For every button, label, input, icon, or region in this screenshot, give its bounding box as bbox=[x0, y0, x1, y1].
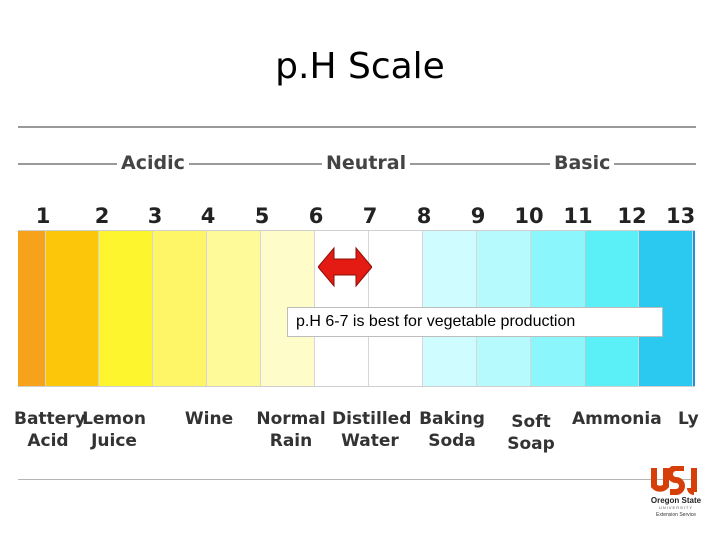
substance-line: Ammonia bbox=[572, 409, 662, 429]
logo-text-university: UNIVERSITY bbox=[658, 505, 693, 510]
substance-distilled-water: Distilled Water bbox=[332, 408, 412, 452]
ph-segment-14 bbox=[693, 231, 695, 386]
ph-segment-2 bbox=[46, 231, 99, 386]
substance-line: Baking bbox=[419, 409, 485, 429]
substance-line: Juice bbox=[91, 431, 137, 451]
substance-lemon-juice: Lemon Juice bbox=[82, 408, 146, 452]
scale-number-12: 12 bbox=[617, 204, 647, 228]
substance-baking-soda: Baking Soda bbox=[418, 408, 486, 452]
scale-number-7: 7 bbox=[362, 204, 378, 228]
scale-number-8: 8 bbox=[416, 204, 432, 228]
substance-lye: Ly bbox=[678, 408, 708, 430]
scale-number-5: 5 bbox=[254, 204, 270, 228]
substance-line: Water bbox=[341, 431, 399, 451]
scale-number-3: 3 bbox=[147, 204, 163, 228]
ph-segment-5 bbox=[207, 231, 261, 386]
substance-line: Normal bbox=[256, 409, 326, 429]
scale-number-11: 11 bbox=[563, 204, 593, 228]
ph-segment-1 bbox=[18, 231, 46, 386]
zone-label-neutral: Neutral bbox=[322, 152, 411, 174]
substance-soft-soap: Soft Soap bbox=[503, 411, 559, 455]
scale-number-1: 1 bbox=[35, 204, 51, 228]
logo-text-extension: Extension Service bbox=[655, 512, 697, 518]
scale-number-2: 2 bbox=[94, 204, 110, 228]
scale-number-6: 6 bbox=[308, 204, 324, 228]
substance-ammonia: Ammonia bbox=[572, 408, 662, 430]
top-divider bbox=[18, 126, 696, 128]
substance-line: Soap bbox=[507, 434, 555, 454]
substance-line: Soft bbox=[511, 412, 551, 432]
bottom-divider bbox=[18, 479, 696, 480]
callout-box: p.H 6-7 is best for vegetable production bbox=[287, 307, 663, 337]
zone-label-basic: Basic bbox=[550, 152, 615, 174]
substance-line: Distilled bbox=[332, 409, 412, 429]
substance-line: Ly bbox=[678, 409, 699, 429]
substance-wine: Wine bbox=[180, 408, 238, 430]
ph-segment-3 bbox=[99, 231, 153, 386]
scale-number-9: 9 bbox=[470, 204, 486, 228]
scale-number-13: 13 bbox=[666, 204, 696, 228]
logo-text-oregon-state: Oregon State bbox=[650, 496, 702, 505]
substance-line: Battery bbox=[14, 409, 86, 429]
substance-line: Acid bbox=[27, 431, 69, 451]
university-logo: Oregon State UNIVERSITY Extension Servic… bbox=[648, 466, 704, 532]
zone-label-acidic: Acidic bbox=[117, 152, 189, 174]
substance-battery-acid: Battery Acid bbox=[14, 408, 86, 452]
substance-line: Wine bbox=[184, 409, 234, 429]
substance-line: Rain bbox=[269, 431, 313, 451]
page-title: p.H Scale bbox=[275, 46, 445, 87]
substance-normal-rain: Normal Rain bbox=[256, 408, 326, 452]
osu-logo-icon bbox=[651, 466, 697, 495]
ph-segment-4 bbox=[153, 231, 207, 386]
scale-number-4: 4 bbox=[200, 204, 216, 228]
double-arrow-icon bbox=[318, 246, 372, 288]
substance-line: Soda bbox=[428, 431, 476, 451]
substance-line: Lemon bbox=[82, 409, 146, 429]
scale-number-10: 10 bbox=[514, 204, 544, 228]
